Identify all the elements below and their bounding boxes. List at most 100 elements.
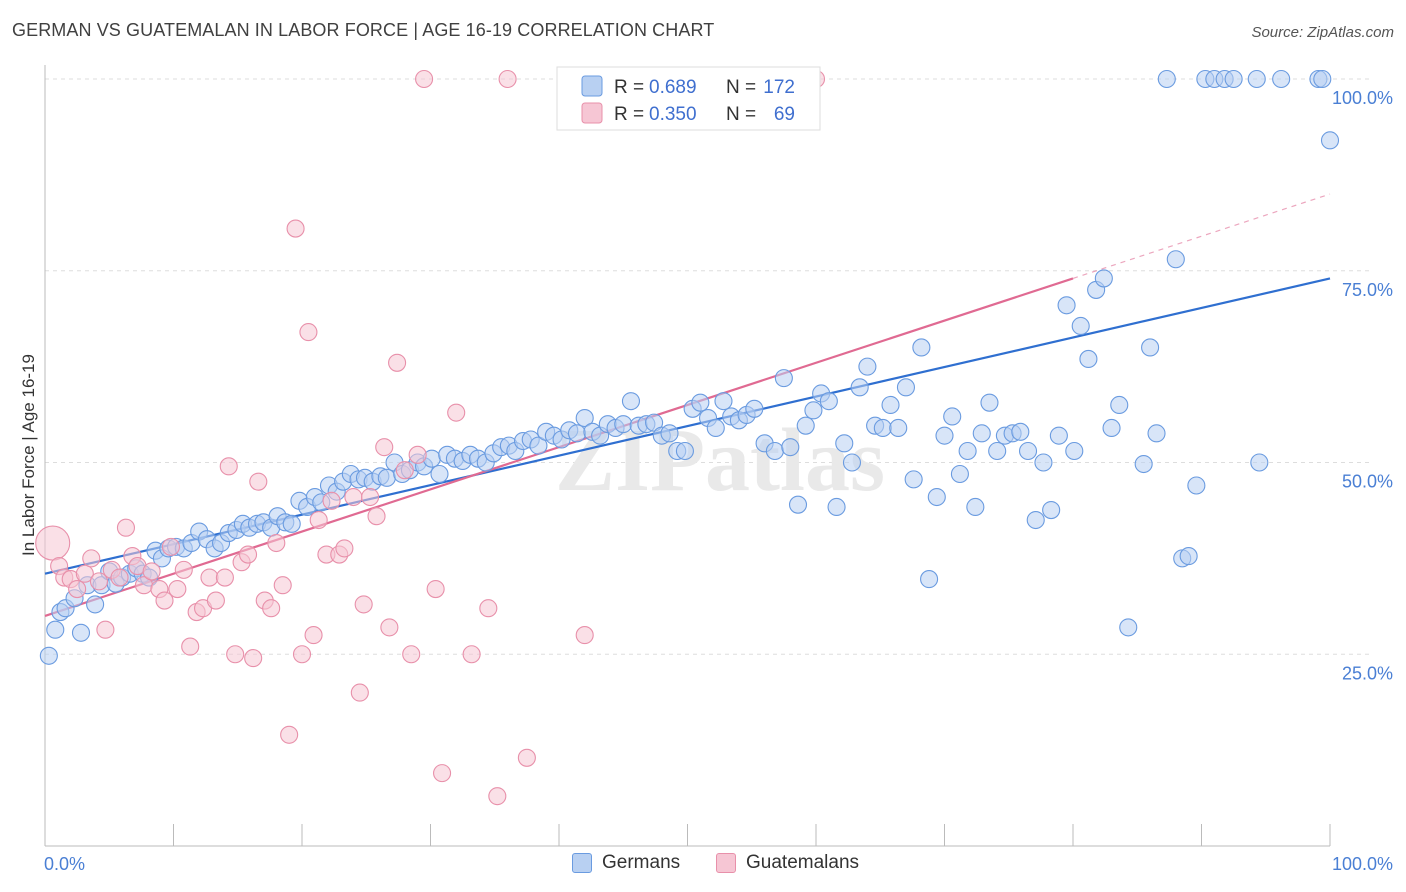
- guatemalans-point: [354, 595, 373, 614]
- germans-point: [827, 497, 846, 517]
- germans-point: [1224, 69, 1243, 89]
- y-tick-label-2: 75.0%: [1342, 280, 1393, 300]
- germans-point: [1272, 69, 1291, 89]
- germans-point: [1187, 476, 1206, 495]
- germans-point: [1079, 349, 1098, 369]
- germans-point: [781, 438, 800, 457]
- source-label: Source: ZipAtlas.com: [1251, 24, 1394, 41]
- guatemalans-swatch: [716, 853, 736, 873]
- germans-point: [896, 378, 916, 397]
- guatemalans-point: [367, 507, 386, 526]
- germans-point: [660, 424, 679, 443]
- guatemalans-trend-extension: [1072, 193, 1331, 279]
- guatemalans-point: [35, 525, 71, 561]
- germans-point: [1026, 510, 1045, 530]
- germans-point: [1011, 422, 1030, 441]
- guatemalans-point: [299, 323, 318, 342]
- series-germans-points: [39, 69, 1340, 665]
- germans-point: [1057, 296, 1076, 315]
- guatemalans-point: [181, 637, 200, 656]
- germans-point: [1141, 338, 1160, 357]
- germans-point: [614, 415, 633, 434]
- guatemalans-point: [82, 549, 101, 568]
- guatemalans-point: [280, 725, 299, 744]
- germans-point: [1313, 69, 1332, 89]
- legend-item-guatemalans: Guatemalans: [716, 852, 859, 874]
- guatemalans-point: [309, 510, 328, 530]
- germans-point: [788, 495, 808, 514]
- germans-point: [46, 620, 65, 639]
- guatemalans-point: [200, 568, 219, 587]
- guatemalans-point: [426, 580, 445, 599]
- germans-point: [842, 453, 862, 472]
- germans-point: [282, 514, 301, 533]
- y-tick-label-1: 50.0%: [1342, 472, 1393, 492]
- guatemalans-point: [267, 533, 286, 553]
- germans-point: [850, 378, 869, 397]
- guatemalans-point: [215, 568, 234, 587]
- germans-point: [1094, 269, 1113, 288]
- germans-point: [1049, 426, 1068, 445]
- y-tick-label-3: 100.0%: [1332, 88, 1393, 108]
- data-points: [35, 69, 1340, 806]
- germans-point: [927, 487, 946, 507]
- guatemalans-point: [517, 748, 536, 767]
- germans-point: [858, 357, 877, 376]
- germans-point: [691, 393, 710, 412]
- guatemalans-point: [575, 626, 594, 645]
- guatemalans-point: [244, 649, 263, 668]
- germans-point: [1250, 453, 1269, 472]
- legend-stats: R = 0.689 N = 172 R = 0.350 N = 69: [556, 66, 821, 131]
- germans-point: [745, 399, 764, 418]
- guatemalans-point: [380, 618, 399, 637]
- germans-point: [1119, 618, 1138, 637]
- legend-r-label-1: R =: [614, 104, 644, 125]
- guatemalans-point: [361, 487, 380, 507]
- guatemalans-point: [116, 518, 136, 537]
- legend-bottom: Germans Guatemalans: [0, 852, 1406, 878]
- germans-point: [972, 424, 991, 443]
- germans-point: [889, 418, 908, 438]
- germans-point: [575, 408, 594, 428]
- germans-point: [988, 441, 1007, 461]
- guatemalans-point: [226, 645, 245, 664]
- guatemalans-point: [273, 576, 292, 595]
- germans-point: [1102, 418, 1121, 438]
- germans-point: [529, 436, 548, 455]
- germans-point: [819, 392, 838, 411]
- guatemalans-point: [155, 591, 174, 610]
- guatemalans-point: [292, 645, 312, 664]
- germans-point: [567, 424, 587, 443]
- legend-r-value-0: 0.689: [649, 77, 697, 98]
- guatemalans-point: [262, 599, 281, 618]
- guatemalans-point: [488, 787, 507, 806]
- germans-point: [796, 416, 815, 435]
- guatemalans-point: [286, 219, 305, 238]
- guatemalans-point: [479, 599, 498, 618]
- guatemalans-point: [388, 353, 407, 372]
- legend-n-value-1: 69: [774, 104, 795, 125]
- germans-point: [804, 401, 823, 420]
- germans-point: [765, 441, 784, 461]
- germans-point: [1179, 547, 1198, 566]
- germans-point: [1320, 131, 1340, 150]
- legend-item-germans: Germans: [572, 852, 680, 874]
- guatemalans-point: [462, 645, 481, 664]
- x-tick-label-0: 0.0%: [44, 854, 85, 874]
- guatemalans-point: [219, 457, 238, 476]
- germans-point: [950, 464, 969, 484]
- x-tick-label-1: 100.0%: [1332, 854, 1393, 874]
- germans-point: [1134, 454, 1153, 474]
- germans-point: [881, 395, 900, 415]
- guatemalans-point: [174, 560, 193, 579]
- guatemalans-point: [498, 69, 517, 89]
- germans-point: [1247, 69, 1266, 89]
- germans-point: [966, 497, 985, 517]
- germans-point: [935, 426, 954, 445]
- guatemalans-point: [68, 580, 87, 599]
- germans-point: [835, 434, 854, 453]
- guatemalans-point: [75, 564, 94, 583]
- germans-point: [958, 441, 977, 461]
- guatemalans-point: [350, 683, 369, 702]
